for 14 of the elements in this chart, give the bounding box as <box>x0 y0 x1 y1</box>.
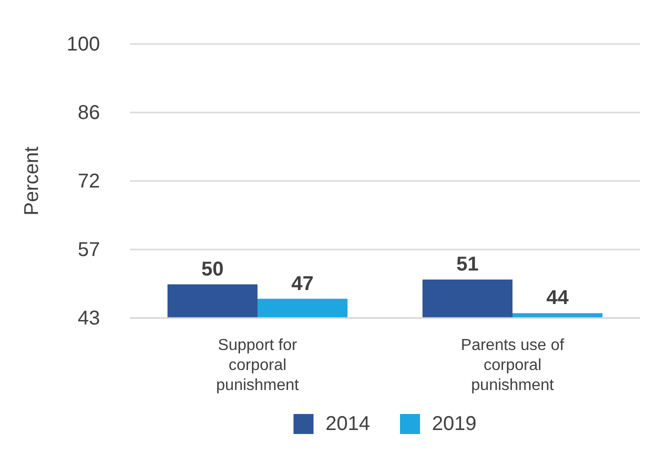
data-label: 44 <box>546 287 570 310</box>
y-tick-label: 86 <box>78 102 100 124</box>
data-label: 47 <box>291 272 314 295</box>
x-tick-label: Parents use of corporal punishment <box>460 337 565 394</box>
data-label: 50 <box>201 258 224 280</box>
y-axis-title: Percent <box>21 146 43 216</box>
y-tick-label: 72 <box>78 170 100 192</box>
legend-label: 2014 <box>326 413 370 435</box>
x-tick-label: Support for corporal punishment <box>216 337 300 394</box>
data-label: 51 <box>456 254 479 276</box>
y-tick-label: 43 <box>78 307 100 330</box>
legend-label: 2019 <box>432 413 476 435</box>
y-tick-label: 100 <box>66 33 100 56</box>
y-tick-label: 57 <box>78 238 100 261</box>
